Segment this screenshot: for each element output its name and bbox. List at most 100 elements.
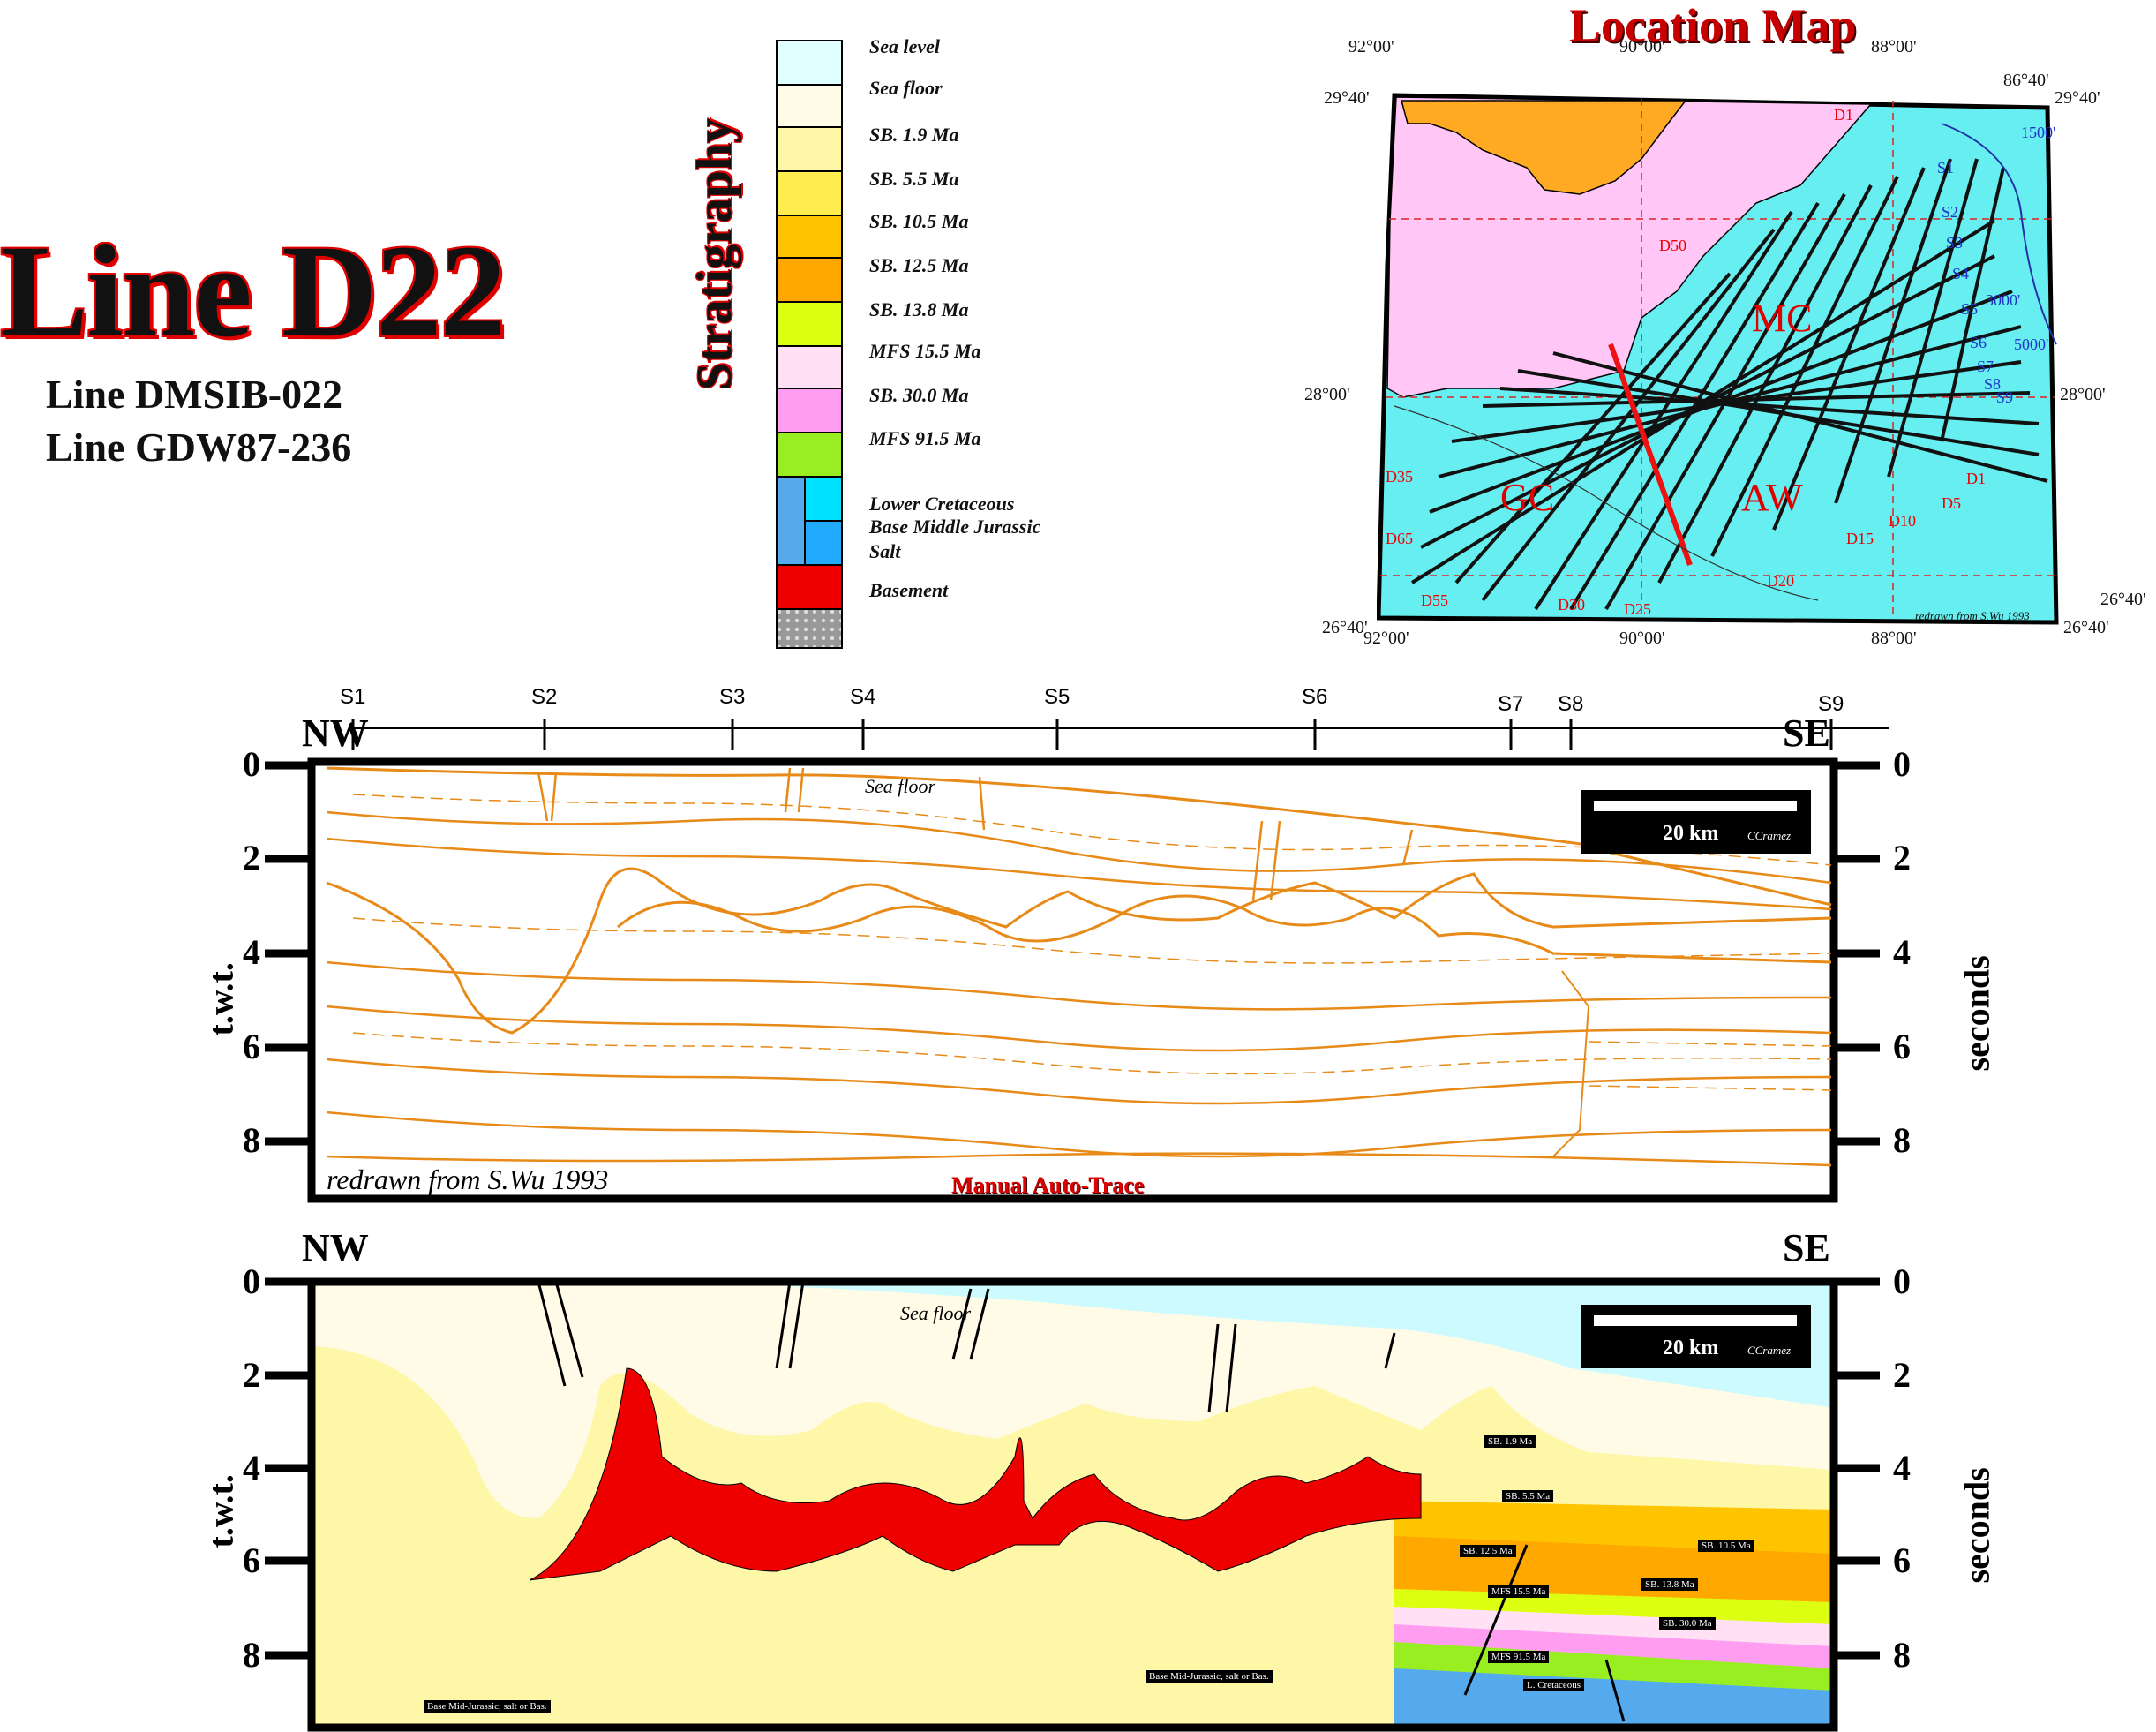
station-axis bbox=[349, 719, 1889, 750]
map-dip-d65: D65 bbox=[1386, 530, 1413, 547]
map-strike-s6: S6 bbox=[1970, 334, 1987, 351]
map-dip-d1-top: D1 bbox=[1834, 106, 1853, 124]
map-lat-26-far: 26°40' bbox=[2100, 590, 2146, 609]
map-dip-d10: D10 bbox=[1889, 512, 1916, 530]
bottom-section-panel bbox=[265, 1277, 1880, 1732]
tag-sb-10-5: SB. 10.5 Ma bbox=[1698, 1540, 1754, 1552]
map-dip-d20: D20 bbox=[1767, 572, 1794, 590]
top-credit: redrawn from S.Wu 1993 bbox=[327, 1163, 609, 1195]
map-lon-88-bottom: 88°00' bbox=[1871, 629, 1917, 648]
subtitle-line-2: Line GDW87-236 bbox=[46, 425, 352, 470]
station-s1: S1 bbox=[340, 685, 366, 709]
map-strike-s1: S1 bbox=[1937, 159, 1955, 177]
map-lon-92-top: 92°00' bbox=[1348, 37, 1394, 56]
top-scale-label: 20 km bbox=[1663, 822, 1719, 845]
legend-label-base-middle-jurassic: Base Middle Jurassic bbox=[869, 516, 1041, 538]
station-s8: S8 bbox=[1558, 692, 1584, 716]
tag-sb-30-0: SB. 30.0 Ma bbox=[1659, 1617, 1716, 1630]
legend-basement-swatch bbox=[776, 608, 843, 649]
map-strike-s5: S5 bbox=[1961, 300, 1979, 318]
legend-label-lower-cretaceous: Lower Cretaceous bbox=[869, 493, 1015, 515]
map-dip-d55: D55 bbox=[1421, 591, 1448, 609]
legend-label-sb-10-5: SB. 10.5 Ma bbox=[869, 210, 969, 232]
map-dip-d25: D25 bbox=[1624, 600, 1651, 618]
map-dip-d1-bottom: D1 bbox=[1966, 470, 1986, 487]
bottom-scale-label: 20 km bbox=[1663, 1337, 1719, 1359]
top-left-tick-0: 0 bbox=[243, 744, 260, 784]
map-lat-29-right: 29°40' bbox=[2055, 88, 2100, 108]
tag-mfs-15-5: MFS 15.5 Ma bbox=[1488, 1585, 1550, 1598]
top-right-axis-label: seconds bbox=[1957, 955, 1997, 1072]
bottom-right-axis-label: seconds bbox=[1957, 1467, 1997, 1584]
tag-sb-12-5: SB. 12.5 Ma bbox=[1460, 1545, 1516, 1557]
top-se-label: SE bbox=[1783, 712, 1830, 755]
top-scale-credit: CCramez bbox=[1747, 829, 1792, 842]
map-dip-d5: D5 bbox=[1942, 494, 1961, 512]
map-strike-s4: S4 bbox=[1952, 265, 1970, 282]
map-lat-26-left: 26°40' bbox=[1322, 618, 1368, 637]
bottom-scale-credit: CCramez bbox=[1747, 1344, 1792, 1357]
map-lon-90-bottom: 90°00' bbox=[1619, 629, 1665, 648]
bottom-left-tick-0: 0 bbox=[243, 1261, 260, 1301]
bottom-left-tick-8: 8 bbox=[243, 1635, 260, 1675]
top-right-tick-2: 2 bbox=[1893, 838, 1911, 877]
subtitle-line-1: Line DMSIB-022 bbox=[46, 372, 343, 417]
legend-label-sea-floor: Sea floor bbox=[869, 77, 943, 99]
bottom-nw-label: NW bbox=[302, 1226, 369, 1269]
legend-label-salt: Salt bbox=[869, 540, 901, 562]
top-sea-floor-label: Sea floor bbox=[865, 775, 936, 797]
bottom-left-tick-2: 2 bbox=[243, 1355, 260, 1395]
bottom-scale-bar-line bbox=[1594, 1315, 1797, 1326]
legend-label-mfs-91-5: MFS 91.5 Ma bbox=[869, 427, 981, 449]
legend-label-sb-12-5: SB. 12.5 Ma bbox=[869, 254, 969, 276]
map-strike-s3: S3 bbox=[1946, 234, 1964, 252]
bottom-right-tick-2: 2 bbox=[1893, 1355, 1911, 1395]
legend-label-sb-5-5: SB. 5.5 Ma bbox=[869, 168, 959, 190]
bottom-right-tick-4: 4 bbox=[1893, 1448, 1911, 1487]
tag-l-cretaceous: L. Cretaceous bbox=[1523, 1679, 1585, 1691]
map-lat-29-left: 29°40' bbox=[1324, 88, 1370, 108]
map-credit: redrawn from S.Wu 1993 bbox=[1915, 609, 2030, 622]
top-scale-bar: 20 km CCramez bbox=[1581, 790, 1811, 854]
top-left-tick-8: 8 bbox=[243, 1120, 260, 1160]
map-dip-d15: D15 bbox=[1846, 530, 1874, 547]
top-left-tick-4: 4 bbox=[243, 932, 260, 972]
legend-label-sb-1-9: SB. 1.9 Ma bbox=[869, 124, 959, 146]
map-dip-d50: D50 bbox=[1659, 237, 1686, 254]
map-lat-28-left: 28°00' bbox=[1304, 385, 1350, 404]
top-left-axis-label: t.w.t. bbox=[200, 962, 241, 1036]
tag-sb-13-8: SB. 13.8 Ma bbox=[1641, 1578, 1698, 1591]
top-right-tick-8: 8 bbox=[1893, 1120, 1911, 1160]
bottom-scale-bar: 20 km CCramez bbox=[1581, 1305, 1811, 1368]
map-dip-d35: D35 bbox=[1386, 468, 1413, 486]
map-lat-28-right: 28°00' bbox=[2060, 385, 2106, 404]
map-area-gc: GC bbox=[1500, 476, 1555, 519]
tag-base-mid-jurassic-left: Base Mid-Jurassic, salt or Bas. bbox=[424, 1700, 551, 1713]
map-lon-92-bottom: 92°00' bbox=[1363, 629, 1409, 648]
bottom-left-tick-4: 4 bbox=[243, 1448, 260, 1487]
station-s2: S2 bbox=[531, 685, 558, 709]
tag-mfs-91-5: MFS 91.5 Ma bbox=[1488, 1651, 1550, 1663]
map-strike-s7: S7 bbox=[1977, 358, 1994, 375]
map-area-aw: AW bbox=[1741, 476, 1803, 519]
map-lat-26-right: 26°40' bbox=[2063, 618, 2109, 637]
map-strike-s8: S8 bbox=[1984, 375, 2002, 393]
top-caption: Manual Auto-Trace bbox=[951, 1172, 1145, 1198]
station-s6: S6 bbox=[1302, 685, 1328, 709]
map-dip-d30: D30 bbox=[1558, 596, 1585, 614]
station-s9: S9 bbox=[1818, 692, 1844, 716]
location-map bbox=[1377, 93, 2059, 625]
bottom-right-tick-0: 0 bbox=[1893, 1261, 1911, 1301]
map-lon-88-top: 88°00' bbox=[1871, 37, 1917, 56]
legend-label-basement: Basement bbox=[869, 579, 949, 601]
tag-sb-5-5: SB. 5.5 Ma bbox=[1502, 1490, 1554, 1502]
legend-label-sb-30-0: SB. 30.0 Ma bbox=[869, 384, 969, 406]
top-right-tick-6: 6 bbox=[1893, 1027, 1911, 1066]
top-left-tick-2: 2 bbox=[243, 838, 260, 877]
bottom-right-tick-8: 8 bbox=[1893, 1635, 1911, 1675]
station-s7: S7 bbox=[1498, 692, 1524, 716]
tag-sb-1-9: SB. 1.9 Ma bbox=[1484, 1435, 1536, 1448]
top-right-tick-0: 0 bbox=[1893, 744, 1911, 784]
map-lon-90-top: 90°00' bbox=[1619, 37, 1665, 56]
legend-label-sb-13-8: SB. 13.8 Ma bbox=[869, 298, 969, 320]
